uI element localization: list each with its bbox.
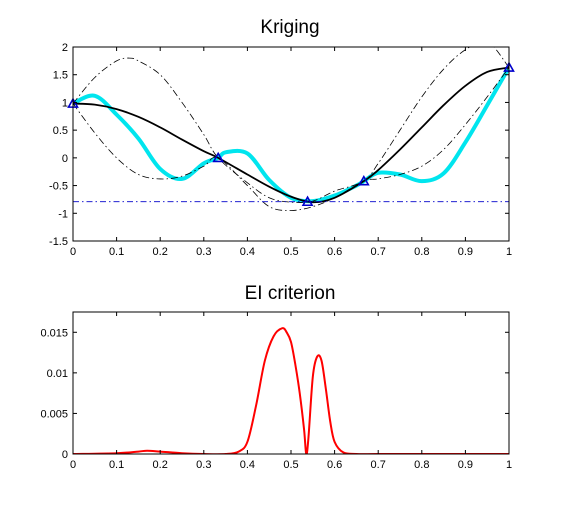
- observation-point: [357, 174, 370, 186]
- kriging-ticks: 0 0.1 0.2 0.3 0.4 0.5 0.6 0.7 0.8 0.9 1 -1.5 -1 -0.5 0…: [49, 42, 512, 258]
- kriging-x-tick-label: 0: [70, 246, 76, 258]
- kriging-y-tick-label: 2: [62, 42, 68, 54]
- kriging-upper-bound-line: [73, 47, 509, 203]
- kriging-x-tick-label: 0.4: [240, 246, 255, 258]
- kriging-x-tick-label: 0.5: [283, 246, 298, 258]
- kriging-plot-area: [67, 47, 515, 211]
- ei-title: EI criterion: [245, 283, 336, 304]
- kriging-x-tick-label: 0.8: [414, 246, 429, 258]
- observation-point: [301, 195, 314, 207]
- ei-x-tick-label: 0.3: [196, 459, 211, 471]
- kriging-title: Kriging: [260, 17, 319, 38]
- ei-x-tick-label: 0.5: [283, 459, 298, 471]
- ei-panel: EI criterion 0 0.1 0.2 0.3 0.4 0.5 0.6 0.7 0.8 0.…: [40, 283, 512, 471]
- ei-x-tick-label: 0.1: [109, 459, 124, 471]
- kriging-y-tick-label: 0: [62, 153, 68, 165]
- kriging-kriging-mean-line: [73, 66, 509, 204]
- kriging-y-tick-label: -1: [58, 208, 68, 220]
- ei-y-tick-label: 0.005: [40, 408, 68, 420]
- ei-x-tick-label: 0.8: [414, 459, 429, 471]
- kriging-x-tick-label: 0.1: [109, 246, 124, 258]
- ei-ticks: 0 0.1 0.2 0.3 0.4 0.5 0.6 0.7 0.8 0.9 1 0 0.005 0.01 0…: [40, 312, 512, 471]
- kriging-axes-box: [72, 46, 510, 242]
- kriging-x-tick-label: 0.9: [458, 246, 473, 258]
- ei-x-tick-label: 0.2: [153, 459, 168, 471]
- kriging-y-tick-label: -1.5: [49, 236, 68, 248]
- ei-x-tick-label: 0.6: [327, 459, 342, 471]
- kriging-x-tick-label: 0.6: [327, 246, 342, 258]
- ei-y-tick-label: 0.015: [40, 327, 68, 339]
- kriging-lower-bound-line: [73, 67, 509, 211]
- ei-plot-area: [73, 327, 509, 454]
- ei-x-tick-label: 0.4: [240, 459, 255, 471]
- kriging-x-tick-label: 1: [506, 246, 512, 258]
- kriging-x-tick-label: 0.2: [153, 246, 168, 258]
- kriging-y-tick-label: -0.5: [49, 181, 68, 193]
- kriging-true-function-line: [73, 66, 509, 204]
- ei-axes-box: [72, 311, 510, 455]
- observation-point: [212, 151, 225, 163]
- kriging-y-tick-label: 1: [62, 97, 68, 109]
- ei-expected-improvement-line: [73, 327, 509, 454]
- kriging-x-tick-label: 0.7: [371, 246, 386, 258]
- kriging-panel: Kriging 0 0.1 0.2 0.3 0.4 0.5 0.6 0.7 0.8 0.9 1 -1.…: [49, 17, 515, 258]
- kriging-y-tick-label: 0.5: [53, 125, 68, 137]
- ei-x-tick-label: 1: [506, 459, 512, 471]
- kriging-x-tick-label: 0.3: [196, 246, 211, 258]
- ei-y-tick-label: 0.01: [47, 368, 68, 380]
- ei-x-tick-label: 0: [70, 459, 76, 471]
- ei-y-tick-label: 0: [62, 449, 68, 461]
- ei-x-tick-label: 0.7: [371, 459, 386, 471]
- ei-x-tick-label: 0.9: [458, 459, 473, 471]
- kriging-y-tick-label: 1.5: [53, 70, 68, 82]
